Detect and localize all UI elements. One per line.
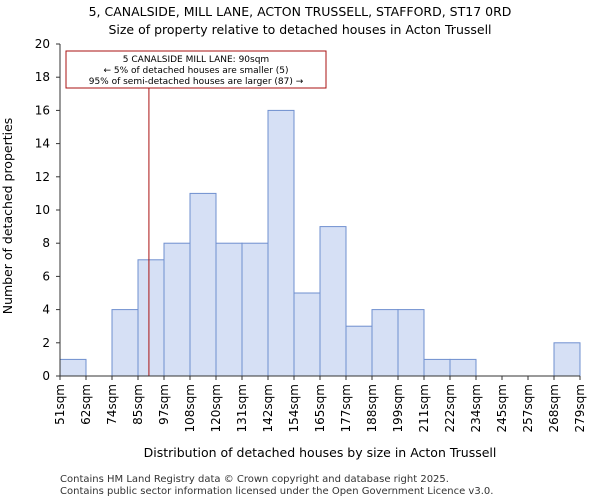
x-tick-label-234sqm: 234sqm	[469, 384, 483, 432]
x-tick-label-74sqm: 74sqm	[105, 384, 119, 425]
bar-268sqm	[553, 342, 581, 377]
y-axis-ticks: 0 2 4 6 8 10 12 14 16 18 20	[35, 37, 60, 383]
bars-group	[59, 109, 581, 377]
x-tick-label-131sqm: 131sqm	[235, 384, 249, 432]
x-axis-ticks: 51sqm 62sqm 74sqm 85sqm 97sqm 108sqm 120sqm 131…	[53, 376, 587, 432]
x-tick-label-165sqm: 165sqm	[313, 384, 327, 432]
x-tick-label-51sqm: 51sqm	[53, 384, 67, 425]
x-tick-label-177sqm: 177sqm	[339, 384, 353, 432]
y-tick-label: 16	[35, 103, 50, 117]
bar-131sqm	[241, 242, 269, 377]
bar-85sqm	[137, 259, 165, 377]
y-tick-label: 2	[42, 336, 50, 350]
x-tick-label-85sqm: 85sqm	[131, 384, 145, 425]
x-tick-label-199sqm: 199sqm	[391, 384, 405, 432]
annotation-line-1: 5 CANALSIDE MILL LANE: 90sqm	[123, 55, 269, 65]
x-tick-label-142sqm: 142sqm	[261, 384, 275, 432]
bar-120sqm	[215, 242, 243, 377]
x-tick-label-222sqm: 222sqm	[443, 384, 457, 432]
x-tick-label-97sqm: 97sqm	[157, 384, 171, 425]
x-tick-label-108sqm: 108sqm	[183, 384, 197, 432]
y-axis-label: Number of detached properties	[0, 118, 15, 315]
y-tick-label: 8	[42, 236, 50, 250]
x-axis-label: Distribution of detached houses by size …	[144, 445, 497, 460]
bar-51sqm	[59, 358, 87, 377]
annotation-line-3: 95% of semi-detached houses are larger (…	[89, 77, 304, 87]
y-tick-label: 6	[42, 269, 50, 283]
x-tick-label-268sqm: 268sqm	[547, 384, 561, 432]
bar-142sqm	[267, 109, 295, 377]
y-tick-label: 0	[42, 369, 50, 383]
x-tick-label-62sqm: 62sqm	[79, 384, 93, 425]
x-tick-label-211sqm: 211sqm	[417, 384, 431, 432]
bar-97sqm	[163, 242, 191, 377]
bar-211sqm	[423, 358, 451, 377]
bar-165sqm	[319, 226, 347, 377]
bar-177sqm	[345, 325, 373, 377]
bar-188sqm	[371, 309, 399, 377]
bar-222sqm	[449, 358, 477, 377]
y-tick-label: 4	[42, 303, 50, 317]
y-tick-label: 12	[35, 170, 50, 184]
x-tick-label-279sqm: 279sqm	[573, 384, 587, 432]
annotation-box: 5 CANALSIDE MILL LANE: 90sqm ← 5% of det…	[65, 50, 327, 89]
x-tick-label-257sqm: 257sqm	[521, 384, 535, 432]
footer-line-1: Contains HM Land Registry data © Crown c…	[60, 474, 449, 485]
x-tick-label-154sqm: 154sqm	[287, 384, 301, 432]
y-tick-label: 10	[35, 203, 50, 217]
bar-154sqm	[293, 292, 321, 377]
annotation-line-2: ← 5% of detached houses are smaller (5)	[103, 66, 288, 76]
y-tick-label: 18	[35, 70, 50, 84]
chart-subtitle: Size of property relative to detached ho…	[108, 22, 491, 37]
bar-199sqm	[397, 309, 425, 377]
y-tick-label: 14	[35, 137, 50, 151]
chart-title: 5, CANALSIDE, MILL LANE, ACTON TRUSSELL,…	[89, 4, 512, 19]
annotation-border	[65, 50, 327, 89]
x-tick-label-245sqm: 245sqm	[495, 384, 509, 432]
x-tick-label-188sqm: 188sqm	[365, 384, 379, 432]
bar-74sqm	[111, 309, 139, 377]
x-tick-label-120sqm: 120sqm	[209, 384, 223, 432]
y-tick-label: 20	[35, 37, 50, 51]
footer-line-2: Contains public sector information licen…	[60, 486, 493, 497]
bar-108sqm	[189, 192, 217, 377]
